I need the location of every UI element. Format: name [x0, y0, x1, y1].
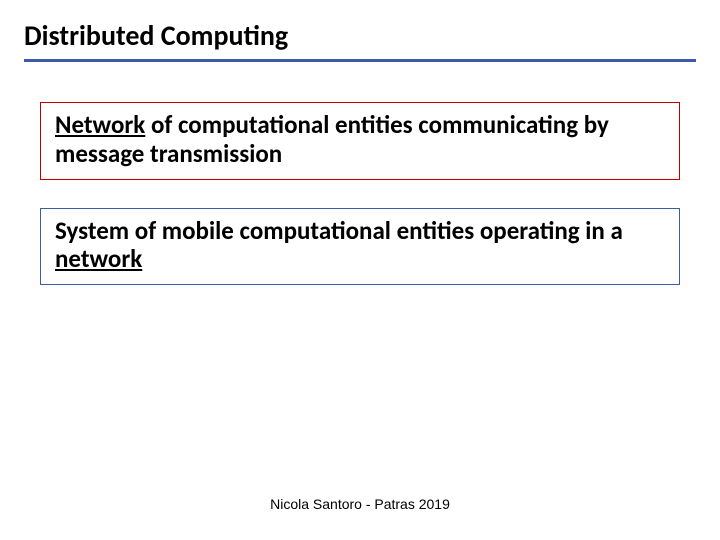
definition-box-1-text: Network of computational entities commun… [55, 109, 609, 169]
slide-title: Distributed Computing [24, 18, 696, 53]
definition-box-2-before: System of mobile computational entities … [55, 215, 623, 246]
definition-box-2-text: System of mobile computational entities … [55, 215, 623, 275]
definition-box-2: System of mobile computational entities … [40, 208, 680, 286]
definition-box-2-underlined: network [55, 243, 142, 274]
definition-box-1: Network of computational entities commun… [40, 102, 680, 180]
definition-box-1-lead: Network [55, 109, 145, 140]
slide-container: Distributed Computing Network of computa… [0, 0, 720, 540]
title-underline-rule [24, 59, 696, 62]
slide-footer: Nicola Santoro - Patras 2019 [0, 496, 720, 512]
